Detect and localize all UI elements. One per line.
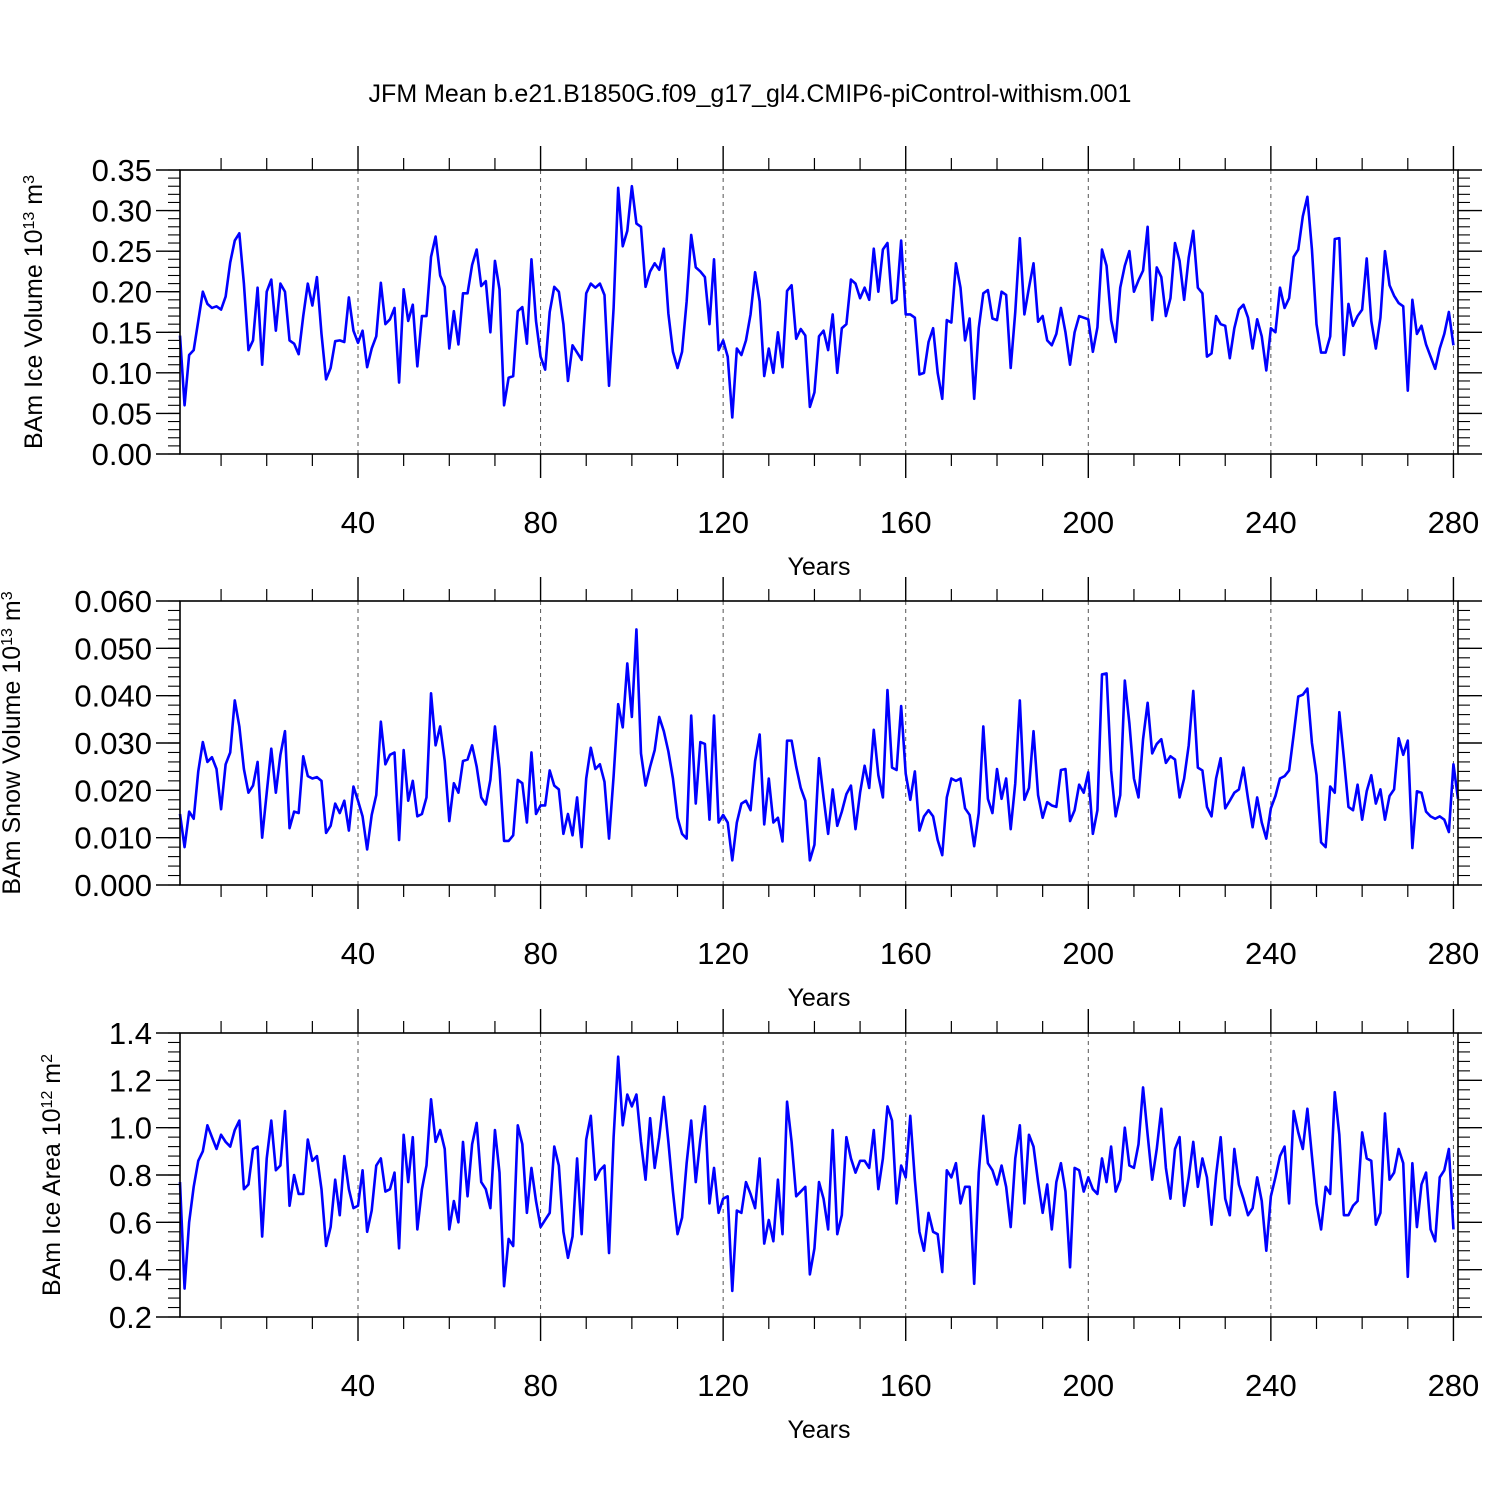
ytick-label: 0.8 bbox=[109, 1158, 152, 1193]
xtick-label: 40 bbox=[341, 936, 375, 971]
ylabel-unit-exponent: 3 bbox=[21, 175, 38, 184]
xtick-label: 160 bbox=[880, 1368, 932, 1403]
ytick-label: 0.060 bbox=[74, 584, 152, 619]
ice-area-panel: 40 80 120 160 200 240 280 0.2 0.4 0.6 0.8 1.0 1.2 1.4… bbox=[38, 1009, 1482, 1444]
xtick-label: 120 bbox=[697, 1368, 749, 1403]
ytick-label: 1.0 bbox=[109, 1111, 152, 1146]
xtick-label: 80 bbox=[523, 1368, 557, 1403]
ytick-label: 0.000 bbox=[74, 868, 152, 903]
xtick-label: 120 bbox=[697, 936, 749, 971]
xtick-label: 200 bbox=[1062, 505, 1114, 540]
xtick-label: 160 bbox=[880, 936, 932, 971]
ytick-label: 0.15 bbox=[92, 315, 152, 350]
ylabel-snow-volume: BAm Snow Volume 1013 m3 bbox=[0, 591, 26, 894]
ylabel-ice-area: BAm Ice Area 1012 m2 bbox=[38, 1054, 66, 1296]
xtick-label: 240 bbox=[1245, 936, 1297, 971]
ytick-label: 1.2 bbox=[109, 1063, 152, 1098]
ylabel-main: BAm Snow Volume 10 bbox=[0, 646, 26, 895]
ylabel-exponent: 13 bbox=[21, 212, 38, 230]
ylabel-main: BAm Ice Area 10 bbox=[38, 1108, 66, 1296]
ylabel-exponent: 12 bbox=[39, 1091, 56, 1109]
xtick-label: 40 bbox=[341, 505, 375, 540]
xtick-label: 240 bbox=[1245, 505, 1297, 540]
ytick-label: 0.10 bbox=[92, 356, 152, 391]
plot-frame-snow-volume bbox=[179, 600, 1459, 886]
ytick-label: 0.20 bbox=[92, 275, 152, 310]
xtick-label: 120 bbox=[697, 505, 749, 540]
ytick-label: 0.2 bbox=[109, 1300, 152, 1335]
ytick-label: 0.00 bbox=[92, 437, 152, 472]
ylabel-unit: m bbox=[0, 600, 26, 628]
ytick-label: 0.6 bbox=[109, 1205, 152, 1240]
ytick-label: 0.020 bbox=[74, 773, 152, 808]
snow-volume-panel: 40 80 120 160 200 240 280 0.000 0.010 0.020 0.030 0… bbox=[0, 577, 1482, 1012]
xtick-label: 160 bbox=[880, 505, 932, 540]
ylabel-unit-exponent: 3 bbox=[0, 591, 16, 600]
ytick-label: 0.050 bbox=[74, 631, 152, 666]
series-line-ice-volume bbox=[178, 184, 1455, 419]
plot-frame-ice-area bbox=[179, 1032, 1459, 1318]
xtick-label: 280 bbox=[1428, 1368, 1480, 1403]
ylabel-exponent: 13 bbox=[0, 628, 16, 646]
ice-volume-panel: 40 80 120 160 200 240 280 0.00 0.05 0.10 0.15 0.20 0… bbox=[20, 146, 1482, 581]
series-line-ice-area bbox=[178, 1055, 1455, 1293]
ylabel-main: BAm Ice Volume 10 bbox=[20, 229, 48, 449]
ytick-label: 1.4 bbox=[109, 1016, 152, 1051]
ytick-label: 0.35 bbox=[92, 153, 152, 188]
plot-frame-ice-volume bbox=[179, 169, 1459, 455]
ylabel-unit: m bbox=[20, 184, 48, 212]
xtick-label: 200 bbox=[1062, 936, 1114, 971]
xlabel-snow-volume: Years bbox=[787, 984, 850, 1012]
ytick-label: 0.05 bbox=[92, 396, 152, 431]
xlabel-ice-area: Years bbox=[787, 1416, 850, 1444]
ytick-label: 0.030 bbox=[74, 726, 152, 761]
xtick-label: 240 bbox=[1245, 1368, 1297, 1403]
ytick-label: 0.30 bbox=[92, 194, 152, 229]
ytick-label: 0.4 bbox=[109, 1253, 152, 1288]
xtick-label: 200 bbox=[1062, 1368, 1114, 1403]
ylabel-unit-exponent: 2 bbox=[39, 1054, 56, 1063]
figure-title: JFM Mean b.e21.B1850G.f09_g17_gl4.CMIP6-… bbox=[368, 80, 1132, 108]
xtick-label: 40 bbox=[341, 1368, 375, 1403]
xtick-label: 280 bbox=[1428, 936, 1480, 971]
ylabel-unit: m bbox=[38, 1063, 66, 1091]
xlabel-ice-volume: Years bbox=[787, 553, 850, 581]
series-line-snow-volume bbox=[178, 628, 1460, 862]
xtick-label: 80 bbox=[523, 505, 557, 540]
xtick-label: 80 bbox=[523, 936, 557, 971]
ytick-label: 0.010 bbox=[74, 821, 152, 856]
ytick-label: 0.25 bbox=[92, 234, 152, 269]
ytick-label: 0.040 bbox=[74, 679, 152, 714]
xtick-label: 280 bbox=[1428, 505, 1480, 540]
ylabel-ice-volume: BAm Ice Volume 1013 m3 bbox=[20, 175, 48, 449]
